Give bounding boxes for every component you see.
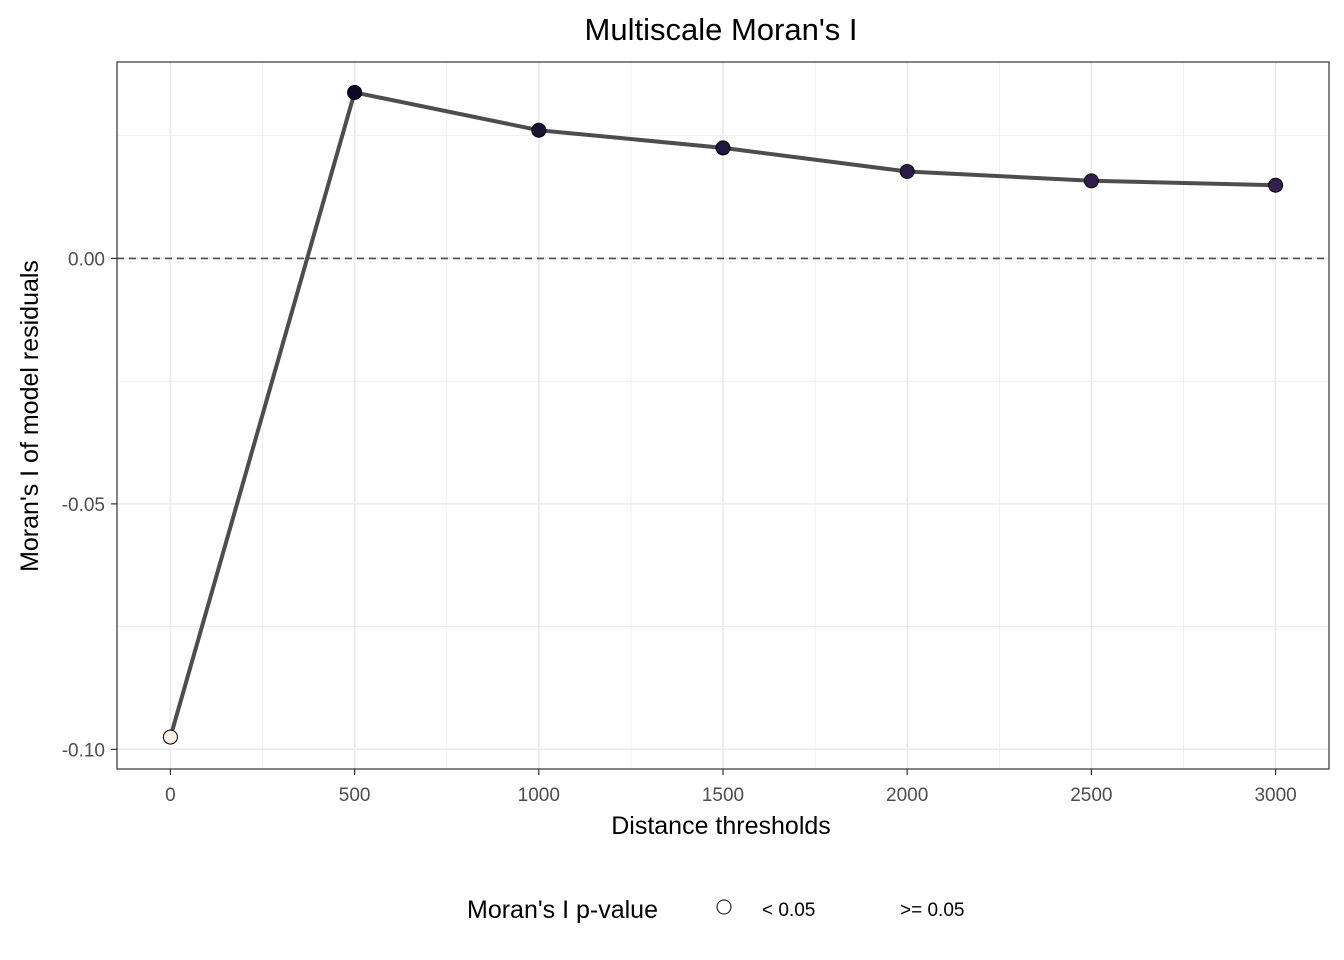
x-tick-label: 1000 (518, 785, 560, 806)
x-axis-title: Distance thresholds (611, 812, 831, 840)
data-point (531, 122, 547, 138)
y-axis-title: Moran's I of model residuals (16, 260, 44, 572)
x-tick-label: 3000 (1254, 785, 1296, 806)
x-tick-label: 0 (165, 785, 176, 806)
legend-label-high-p: >= 0.05 (900, 900, 964, 921)
y-axis-ticks: -0.10 -0.05 0.00 (62, 249, 117, 761)
legend-title: Moran's I p-value (467, 896, 658, 924)
chart-title: Multiscale Moran's I (585, 12, 858, 47)
data-points (162, 84, 1284, 745)
grid-lines (117, 62, 1329, 769)
y-tick-label: -0.10 (62, 740, 105, 761)
data-point (1268, 177, 1284, 193)
data-point (162, 729, 178, 745)
data-point (899, 163, 915, 179)
legend-key-low-p (716, 899, 732, 915)
x-tick-label: 500 (339, 785, 371, 806)
y-tick-label: -0.05 (62, 495, 105, 516)
legend-label-low-p: < 0.05 (762, 900, 815, 921)
data-point (715, 140, 731, 156)
x-tick-label: 2500 (1070, 785, 1112, 806)
data-point (1083, 173, 1099, 189)
x-tick-label: 2000 (886, 785, 928, 806)
data-point (347, 84, 363, 100)
x-axis-ticks: 0 500 1000 1500 2000 2500 3000 (165, 769, 1297, 806)
x-tick-label: 1500 (702, 785, 744, 806)
legend: Moran's I p-value < 0.05 >= 0.05 (467, 896, 964, 924)
y-tick-label: 0.00 (68, 249, 105, 270)
